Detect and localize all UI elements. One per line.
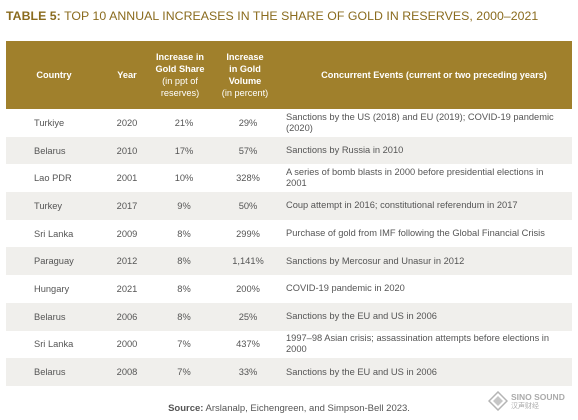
- cell-year: 2000: [116, 339, 138, 350]
- table-row: Sri Lanka 2009 8% 299% Purchase of gold …: [6, 220, 572, 248]
- cell-volume: 57%: [238, 145, 258, 156]
- table-row: Belarus 2006 8% 25% Sanctions by the EU …: [6, 302, 572, 331]
- cell-events: Sanctions by the EU and US in 2006: [286, 366, 437, 377]
- cell-volume: 437%: [236, 339, 260, 350]
- cell-events: Sanctions by the EU and US in 2006: [286, 311, 437, 322]
- table-row: Belarus 2010 17% 57% Sanctions by Russia…: [6, 136, 572, 165]
- cell-country: Sri Lanka: [34, 228, 74, 239]
- header-events: Concurrent Events (current or two preced…: [321, 70, 547, 80]
- cell-country: Paraguay: [34, 256, 74, 267]
- cell-country: Sri Lanka: [34, 339, 74, 350]
- cell-country: Turkey: [34, 200, 63, 211]
- cell-share: 21%: [174, 117, 194, 128]
- table-header: Country Year Increase in Gold Share (in …: [6, 41, 572, 109]
- header-year: Year: [117, 70, 137, 80]
- cell-events: Sanctions by Mercosur and Unasur in 2012: [286, 255, 465, 266]
- cell-country: Belarus: [34, 145, 66, 156]
- table-title-text: TOP 10 ANNUAL INCREASES IN THE SHARE OF …: [60, 9, 539, 23]
- cell-share: 7%: [177, 339, 191, 350]
- cell-year: 2001: [116, 173, 138, 184]
- cell-share: 10%: [174, 173, 194, 184]
- source-note: Source: Arslanalp, Eichengreen, and Simp…: [0, 403, 578, 414]
- header-gold-volume: Increase in Gold Volume (in percent): [221, 52, 269, 98]
- cell-events: A series of bomb blasts in 2000 before p…: [286, 167, 544, 189]
- cell-country: Belarus: [34, 311, 66, 322]
- table-row: Sri Lanka 2000 7% 437% 1997–98 Asian cri…: [6, 331, 572, 359]
- cell-events: Sanctions by the US (2018) and EU (2019)…: [286, 111, 554, 133]
- cell-year: 2020: [116, 117, 138, 128]
- watermark: SINO SOUND 汉声财经: [488, 386, 576, 416]
- cell-country: Lao PDR: [34, 173, 72, 184]
- table-body: Turkiye 2020 21% 29% Sanctions by the US…: [6, 109, 572, 386]
- cell-events: Sanctions by Russia in 2010: [286, 145, 404, 156]
- cell-country: Hungary: [34, 283, 70, 294]
- cell-share: 8%: [177, 311, 191, 322]
- cell-volume: 50%: [238, 200, 258, 211]
- cell-share: 8%: [177, 228, 191, 239]
- cell-volume: 25%: [238, 311, 258, 322]
- header-gold-share: Increase in Gold Share (in ppt of reserv…: [155, 52, 205, 98]
- cell-year: 2017: [116, 200, 138, 211]
- table-number: TABLE 5:: [6, 9, 61, 23]
- cell-country: Turkiye: [34, 117, 65, 128]
- table-row: Lao PDR 2001 10% 328% A series of bomb b…: [6, 164, 572, 192]
- watermark-sub: 汉声财经: [511, 402, 539, 410]
- watermark-name: SINO SOUND: [511, 391, 565, 402]
- header-country: Country: [36, 70, 72, 80]
- table-row: Paraguay 2012 8% 1,141% Sanctions by Mer…: [6, 247, 572, 276]
- table-row: Belarus 2008 7% 33% Sanctions by the EU …: [6, 358, 572, 386]
- cell-share: 17%: [174, 145, 194, 156]
- cell-events: Purchase of gold from IMF following the …: [286, 228, 545, 239]
- cell-year: 2008: [116, 367, 138, 378]
- source-label: Source:: [168, 403, 204, 414]
- cell-events: COVID-19 pandemic in 2020: [286, 283, 405, 294]
- table-title: TABLE 5: TOP 10 ANNUAL INCREASES IN THE …: [6, 9, 572, 23]
- cell-share: 8%: [177, 283, 191, 294]
- cell-share: 9%: [177, 200, 191, 211]
- cell-volume: 328%: [236, 173, 260, 184]
- table-row: Turkiye 2020 21% 29% Sanctions by the US…: [6, 109, 572, 137]
- table-row: Hungary 2021 8% 200% COVID-19 pandemic i…: [6, 275, 572, 303]
- cell-share: 8%: [177, 256, 191, 267]
- cell-year: 2021: [116, 283, 138, 294]
- cell-year: 2012: [116, 256, 138, 267]
- cell-year: 2006: [116, 311, 138, 322]
- cell-share: 7%: [177, 367, 191, 378]
- cell-volume: 29%: [238, 117, 258, 128]
- cell-events: Coup attempt in 2016; constitutional ref…: [286, 200, 518, 211]
- cell-volume: 299%: [236, 228, 260, 239]
- source-text: Arslanalp, Eichengreen, and Simpson-Bell…: [203, 403, 410, 414]
- cell-volume: 1,141%: [232, 256, 264, 267]
- cell-country: Belarus: [34, 367, 66, 378]
- cell-year: 2010: [116, 145, 138, 156]
- diamond-logo-icon: [488, 391, 508, 411]
- table-row: Turkey 2017 9% 50% Coup attempt in 2016;…: [6, 192, 572, 220]
- cell-volume: 200%: [236, 283, 260, 294]
- cell-events: 1997–98 Asian crisis; assassination atte…: [286, 333, 550, 355]
- cell-year: 2009: [116, 228, 138, 239]
- cell-volume: 33%: [238, 367, 258, 378]
